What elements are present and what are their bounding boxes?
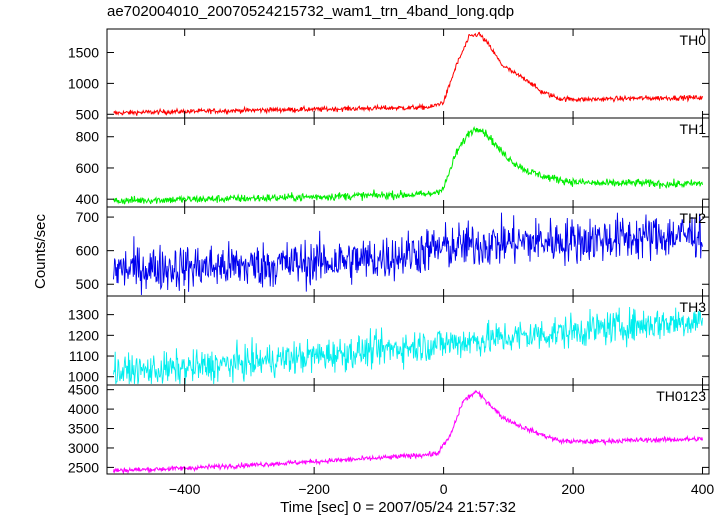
band-label-th0123: TH0123 bbox=[656, 388, 706, 404]
y-tick-label: 1200 bbox=[68, 327, 99, 343]
y-tick-label: 500 bbox=[76, 276, 100, 292]
panel-th2: 500 600 700 TH2 bbox=[76, 206, 710, 297]
panel-frame bbox=[106, 28, 710, 119]
x-tick-label: 400 bbox=[691, 481, 715, 497]
y-tick-label: 600 bbox=[76, 160, 100, 176]
band-label-th1: TH1 bbox=[680, 121, 707, 137]
y-tick-label: 1500 bbox=[68, 44, 99, 60]
x-tick-label: −200 bbox=[298, 481, 330, 497]
x-tick-label: 200 bbox=[561, 481, 585, 497]
x-tick-label: −400 bbox=[169, 481, 201, 497]
panel-frame bbox=[106, 384, 710, 475]
series-line-th0123 bbox=[113, 389, 703, 475]
band-label-th3: TH3 bbox=[680, 299, 707, 315]
y-tick-label: 700 bbox=[76, 209, 100, 225]
panel-th0123: 2500 3000 3500 4000 4500 TH0123 bbox=[68, 382, 710, 475]
band-label-th0: TH0 bbox=[680, 32, 707, 48]
y-tick-label: 3500 bbox=[68, 421, 99, 437]
y-tick-label: 400 bbox=[76, 191, 100, 207]
y-axis-label: Counts/sec bbox=[32, 213, 49, 289]
panel-th3: 1000 1100 1200 1300 TH3 bbox=[68, 295, 710, 386]
series-line-th0 bbox=[113, 31, 703, 116]
y-tick-label: 1000 bbox=[68, 75, 99, 91]
panel-th0: 500 1000 1500 TH0 bbox=[68, 28, 710, 122]
series-line-th2 bbox=[113, 212, 703, 296]
series-line-th3 bbox=[113, 306, 703, 385]
series-line-th1 bbox=[113, 125, 703, 205]
x-axis-label: Time [sec] 0 = 2007/05/24 21:57:32 bbox=[280, 499, 516, 516]
y-tick-label: 1300 bbox=[68, 307, 99, 323]
y-tick-label: 1000 bbox=[68, 369, 99, 385]
y-tick-label: 500 bbox=[76, 106, 100, 122]
panel-frame bbox=[106, 117, 710, 208]
y-tick-label: 1100 bbox=[69, 348, 99, 364]
chart-title: ae702004010_20070524215732_wam1_trn_4ban… bbox=[107, 3, 515, 20]
y-tick-label: 4500 bbox=[68, 382, 99, 398]
y-tick-label: 800 bbox=[76, 129, 100, 145]
y-tick-label: 600 bbox=[76, 243, 100, 259]
x-tick-label: 0 bbox=[440, 481, 448, 497]
band-label-th2: TH2 bbox=[680, 210, 707, 226]
y-tick-label: 3000 bbox=[68, 440, 99, 456]
y-tick-label: 2500 bbox=[68, 459, 99, 475]
panel-th1: 400 600 800 TH1 bbox=[76, 117, 710, 208]
y-tick-label: 4000 bbox=[68, 401, 99, 417]
